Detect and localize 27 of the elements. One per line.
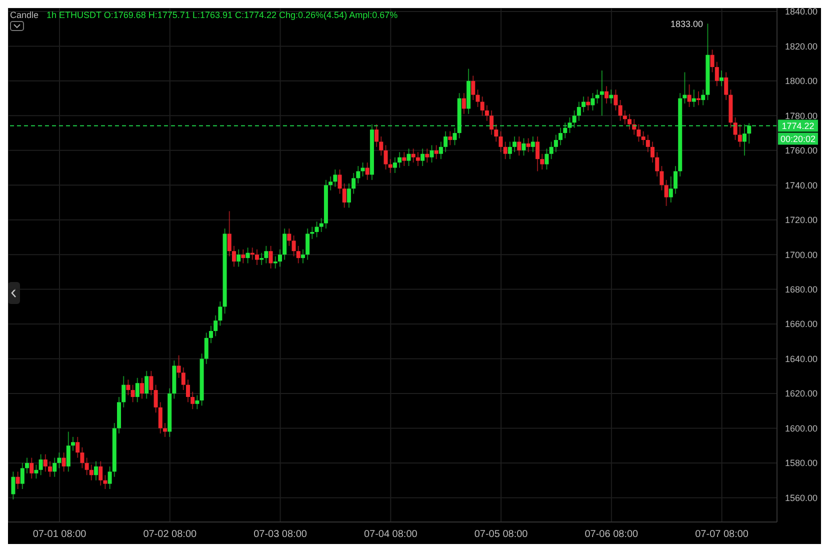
annotation: 1h ETHUSDT O:1769.68 H:1775.71 L:1763.91 C:1774.22 Chg:0.26%(4.54) Ampl:0.67% bbox=[46, 10, 398, 20]
y-tick-label: 1560.00 bbox=[785, 492, 818, 503]
y-tick-label: 1680.00 bbox=[785, 284, 818, 295]
chart-title: Candle bbox=[10, 10, 39, 20]
annotation: 1833.00 bbox=[670, 18, 704, 29]
y-tick-label: 1580.00 bbox=[785, 458, 818, 468]
x-tick-label: 07-03 08:00 bbox=[254, 529, 308, 540]
x-tick-label: 07-07 08:00 bbox=[695, 529, 749, 540]
y-tick-label: 1740.00 bbox=[785, 180, 818, 190]
x-tick-label: 07-04 08:00 bbox=[364, 529, 418, 540]
y-tick-label: 1620.00 bbox=[785, 388, 818, 399]
ref-line-label: 1774.22 bbox=[782, 121, 814, 132]
y-tick-label: 1780.00 bbox=[785, 110, 818, 121]
x-tick-label: 07-05 08:00 bbox=[474, 529, 528, 540]
y-tick-label: 1640.00 bbox=[785, 354, 818, 364]
x-tick-label: 07-01 08:00 bbox=[32, 529, 87, 540]
x-tick-label: 07-06 08:00 bbox=[584, 529, 639, 540]
y-tick-label: 1820.00 bbox=[785, 41, 818, 52]
y-tick-label: 1760.00 bbox=[785, 146, 818, 156]
y-tick-label: 1600.00 bbox=[785, 423, 818, 434]
x-tick-label: 07-02 08:00 bbox=[143, 529, 198, 540]
y-tick-label: 1840.00 bbox=[785, 6, 818, 17]
y-tick-label: 1720.00 bbox=[785, 215, 818, 226]
text: 00:20:02 bbox=[780, 134, 816, 144]
y-tick-label: 1700.00 bbox=[785, 250, 818, 260]
y-tick-label: 1800.00 bbox=[785, 76, 818, 86]
y-tick-label: 1660.00 bbox=[785, 319, 818, 330]
